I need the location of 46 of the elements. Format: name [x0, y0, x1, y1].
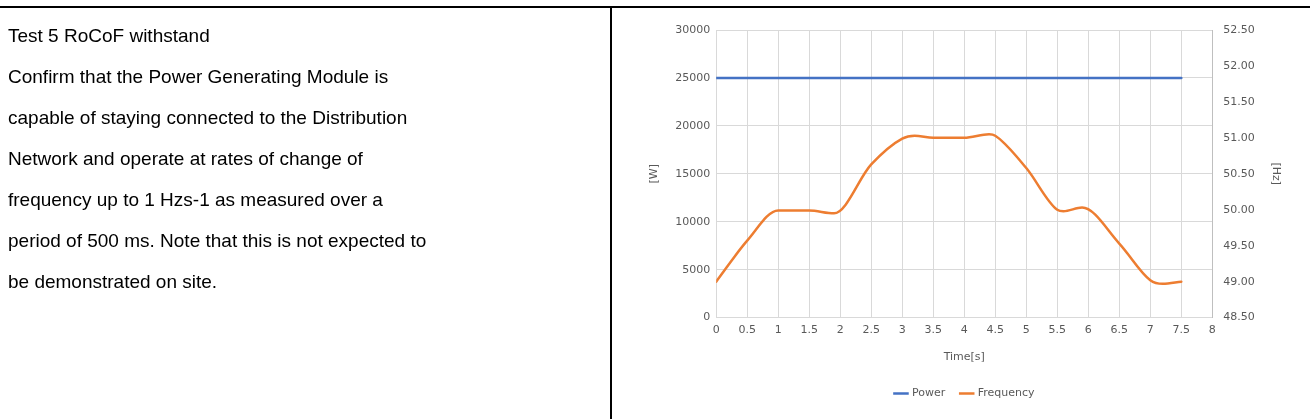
- text: capable of staying connected to the Distribution: [8, 107, 409, 128]
- y2-axis-title: [Hz]: [1269, 162, 1283, 186]
- y2-tick-label: 52.50: [1223, 22, 1255, 36]
- x-tick-label: 1.5: [800, 323, 818, 337]
- y-tick-label: 0: [703, 310, 711, 324]
- text: be demonstrated on site.: [8, 271, 219, 292]
- y2-tick-label: 52.00: [1223, 58, 1255, 72]
- x-tick-label: 0: [712, 323, 720, 337]
- text: Confirm that the Power Generating Module is: [8, 66, 390, 87]
- y-tick-label: 15000: [675, 166, 711, 180]
- x-tick-label: 4: [960, 323, 968, 337]
- x-tick-label: 5.5: [1048, 323, 1067, 337]
- legend-label: Frequency: [977, 386, 1036, 400]
- y2-tick-label: 51.00: [1223, 130, 1255, 144]
- x-tick-label: 6.5: [1110, 323, 1129, 337]
- text: Network and operate at rates of change of: [8, 148, 364, 169]
- y-axis-title: [W]: [647, 164, 661, 184]
- x-tick-label: 2.5: [862, 323, 880, 337]
- x-tick-label: 1: [774, 323, 782, 337]
- y-tick-label: 20000: [675, 118, 711, 132]
- x-tick-label: 0.5: [738, 323, 756, 337]
- y2-tick-label: 50.50: [1223, 166, 1255, 180]
- x-tick-label: 8: [1208, 323, 1216, 337]
- text: period of 500 ms. Note that this is not expected to: [8, 230, 428, 251]
- x-tick-label: 6: [1084, 323, 1092, 337]
- legend-label: Power: [911, 386, 946, 400]
- x-tick-label: 3: [898, 323, 906, 337]
- line-series: [716, 133, 1183, 286]
- y2-tick-label: 51.50: [1223, 94, 1255, 108]
- y-tick-label: 30000: [675, 22, 711, 36]
- text: Test 5 RoCoF withstand: [8, 25, 211, 46]
- y2-tick-label: 48.50: [1223, 310, 1255, 324]
- y2-tick-label: 49.50: [1223, 238, 1255, 252]
- x-tick-label: 7.5: [1172, 323, 1191, 337]
- x-tick-label: 5: [1022, 323, 1030, 337]
- x-tick-label: 7: [1146, 323, 1154, 337]
- y-tick-label: 10000: [675, 214, 711, 228]
- y2-tick-label: 49.00: [1223, 274, 1255, 288]
- x-axis-title: Time[s]: [942, 350, 985, 364]
- y-tick-label: 25000: [675, 70, 711, 84]
- x-tick-label: 2: [836, 323, 844, 337]
- y-tick-label: 5000: [682, 262, 711, 276]
- x-tick-label: 3.5: [924, 323, 942, 337]
- text: frequency up to 1 Hzs-1 as measured over a: [8, 189, 384, 210]
- x-tick-label: 4.5: [986, 323, 1005, 337]
- y2-tick-label: 50.00: [1223, 202, 1255, 216]
